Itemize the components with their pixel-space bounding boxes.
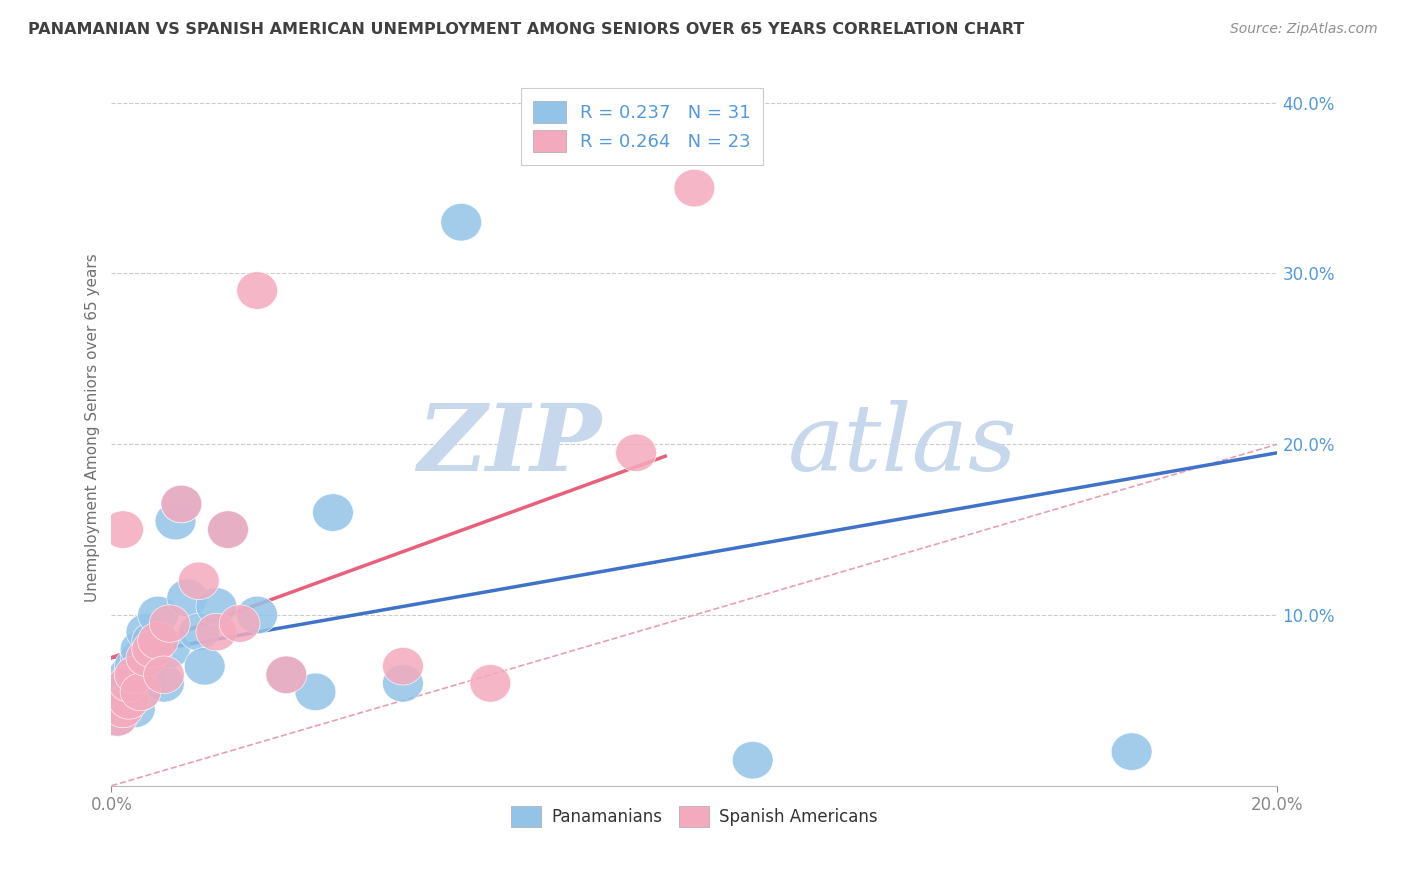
Ellipse shape — [120, 639, 160, 676]
Ellipse shape — [1111, 733, 1152, 771]
Ellipse shape — [733, 741, 773, 779]
Ellipse shape — [103, 673, 143, 711]
Ellipse shape — [97, 698, 138, 736]
Text: PANAMANIAN VS SPANISH AMERICAN UNEMPLOYMENT AMONG SENIORS OVER 65 YEARS CORRELAT: PANAMANIAN VS SPANISH AMERICAN UNEMPLOYM… — [28, 22, 1025, 37]
Text: Source: ZipAtlas.com: Source: ZipAtlas.com — [1230, 22, 1378, 37]
Ellipse shape — [208, 511, 249, 549]
Ellipse shape — [103, 681, 143, 719]
Y-axis label: Unemployment Among Seniors over 65 years: Unemployment Among Seniors over 65 years — [86, 252, 100, 601]
Ellipse shape — [295, 673, 336, 711]
Ellipse shape — [120, 673, 160, 711]
Ellipse shape — [120, 631, 160, 668]
Ellipse shape — [208, 511, 249, 549]
Ellipse shape — [179, 614, 219, 651]
Ellipse shape — [195, 614, 236, 651]
Ellipse shape — [160, 485, 202, 523]
Ellipse shape — [219, 605, 260, 642]
Ellipse shape — [179, 562, 219, 599]
Ellipse shape — [114, 656, 155, 694]
Ellipse shape — [266, 656, 307, 694]
Ellipse shape — [127, 614, 167, 651]
Ellipse shape — [382, 648, 423, 685]
Ellipse shape — [673, 169, 714, 207]
Ellipse shape — [108, 665, 149, 702]
Ellipse shape — [114, 648, 155, 685]
Ellipse shape — [127, 639, 167, 676]
Ellipse shape — [155, 502, 195, 540]
Text: ZIP: ZIP — [416, 401, 602, 490]
Ellipse shape — [120, 673, 160, 711]
Ellipse shape — [108, 665, 149, 702]
Ellipse shape — [266, 656, 307, 694]
Ellipse shape — [167, 579, 208, 616]
Ellipse shape — [149, 631, 190, 668]
Ellipse shape — [132, 622, 173, 659]
Ellipse shape — [382, 665, 423, 702]
Ellipse shape — [236, 596, 277, 634]
Ellipse shape — [143, 656, 184, 694]
Legend: Panamanians, Spanish Americans: Panamanians, Spanish Americans — [503, 797, 886, 835]
Ellipse shape — [132, 631, 173, 668]
Ellipse shape — [143, 665, 184, 702]
Ellipse shape — [312, 494, 353, 532]
Ellipse shape — [616, 434, 657, 472]
Ellipse shape — [108, 681, 149, 719]
Ellipse shape — [236, 272, 277, 310]
Ellipse shape — [127, 665, 167, 702]
Ellipse shape — [441, 203, 482, 241]
Ellipse shape — [103, 511, 143, 549]
Ellipse shape — [138, 596, 179, 634]
Ellipse shape — [108, 656, 149, 694]
Ellipse shape — [184, 648, 225, 685]
Text: atlas: atlas — [787, 401, 1017, 490]
Ellipse shape — [470, 665, 510, 702]
Ellipse shape — [195, 588, 236, 625]
Ellipse shape — [160, 485, 202, 523]
Ellipse shape — [138, 622, 179, 659]
Ellipse shape — [149, 605, 190, 642]
Ellipse shape — [114, 690, 155, 728]
Ellipse shape — [97, 698, 138, 736]
Ellipse shape — [103, 690, 143, 728]
